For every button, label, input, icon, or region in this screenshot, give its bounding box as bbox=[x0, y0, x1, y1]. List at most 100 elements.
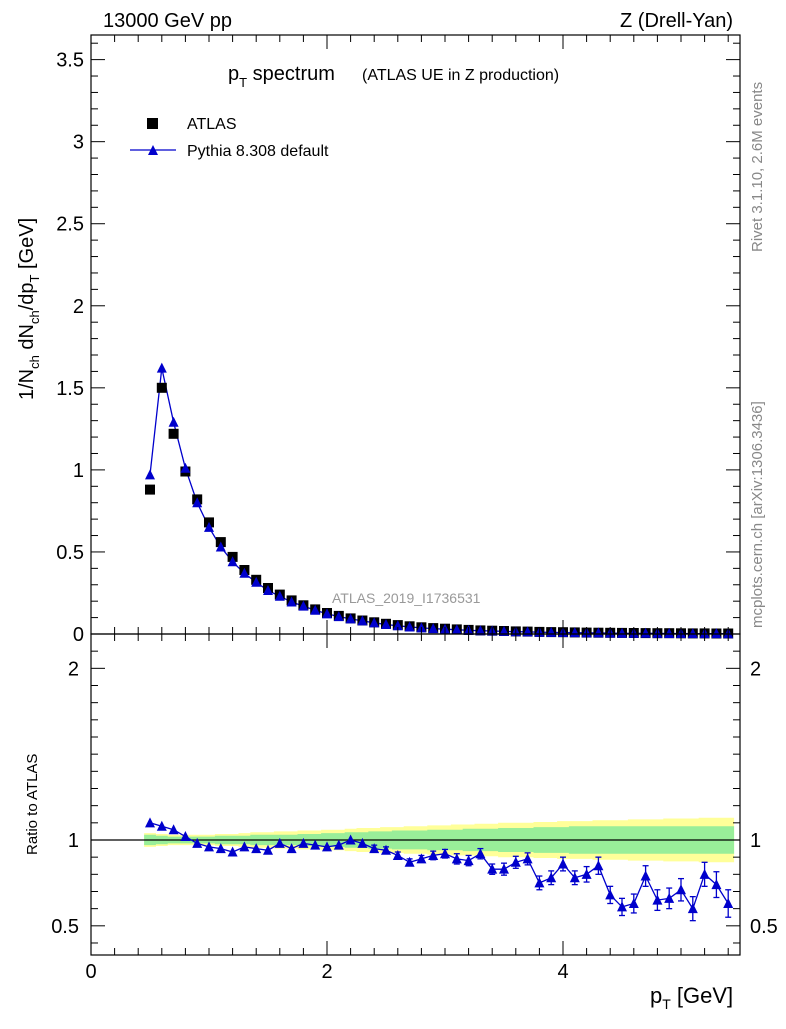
main-y-tick-label: 2 bbox=[73, 296, 84, 318]
ratio-mc-point bbox=[510, 856, 521, 867]
ratio-mc-point bbox=[652, 894, 663, 905]
main-mc-point bbox=[640, 627, 651, 638]
ratio-mc-point bbox=[499, 863, 509, 874]
main-data-point bbox=[145, 484, 155, 495]
legend: ATLAS Pythia 8.308 default bbox=[130, 116, 329, 160]
ratio-mc-point bbox=[274, 837, 285, 848]
ratio-mc-point bbox=[227, 846, 238, 857]
main-data-point bbox=[156, 382, 167, 393]
ratio-mc-point bbox=[451, 853, 462, 864]
main-mc-point bbox=[357, 615, 368, 626]
ratio-mc-point bbox=[310, 839, 321, 850]
ratio-mc-point bbox=[381, 844, 391, 855]
main-mc-point bbox=[298, 600, 309, 611]
ratio-panel: 0 2 4 0.5 0.5 1 1 2 2 bbox=[51, 633, 778, 983]
main-mc-point bbox=[145, 469, 155, 480]
main-mc-point bbox=[156, 362, 167, 373]
main-ylabel-d: ch bbox=[27, 310, 42, 324]
main-mc-point bbox=[263, 585, 273, 596]
main-data-point bbox=[168, 428, 179, 439]
analysis-tag: ATLAS_2019_I1736531 bbox=[332, 590, 481, 606]
main-mc-point bbox=[286, 596, 297, 607]
ratio-y-tick-label-right: 2 bbox=[750, 658, 761, 680]
ratio-mc-point bbox=[298, 837, 309, 848]
x-axis-label: pT [GeV] bbox=[650, 983, 733, 1012]
ratio-mc-point bbox=[392, 849, 403, 860]
ratio-mc-point bbox=[286, 843, 297, 854]
legend-pythia-marker bbox=[148, 145, 158, 155]
main-mc-point bbox=[204, 521, 214, 532]
main-ylabel: 1/Nch dNch/dpT [GeV] bbox=[16, 218, 42, 400]
x-tick-label: 2 bbox=[321, 961, 332, 983]
main-y-tick-label: 0 bbox=[73, 624, 84, 646]
ratio-y-tick-label-right: 1 bbox=[750, 830, 761, 852]
ratio-mc-point bbox=[569, 872, 580, 883]
ratio-mc-point bbox=[263, 844, 273, 855]
main-mc-point bbox=[404, 621, 415, 632]
ratio-mc-point bbox=[156, 820, 167, 831]
main-title-rest: spectrum bbox=[247, 63, 335, 85]
main-mc-point bbox=[192, 497, 203, 508]
ratio-mc-point bbox=[534, 877, 545, 888]
main-title-p: p bbox=[228, 63, 239, 85]
ratio-mc-point bbox=[546, 872, 557, 883]
main-mc-point bbox=[251, 576, 262, 587]
ratio-mc-point bbox=[687, 903, 698, 914]
ratio-mc-point bbox=[475, 848, 486, 859]
main-mc-point bbox=[664, 628, 675, 639]
main-mc-point bbox=[593, 627, 604, 638]
ratio-ylabel: Ratio to ATLAS bbox=[24, 754, 41, 855]
ratio-mc-point bbox=[617, 901, 627, 912]
legend-pythia-label: Pythia 8.308 default bbox=[187, 143, 329, 160]
x-axis-label-p: p bbox=[650, 983, 662, 1008]
legend-atlas-marker bbox=[147, 118, 158, 129]
main-mc-point bbox=[451, 624, 462, 635]
ratio-mc-point bbox=[676, 884, 686, 895]
ratio-mc-point bbox=[723, 898, 734, 909]
main-title: pT spectrum bbox=[228, 63, 335, 90]
main-title-note: (ATLAS UE in Z production) bbox=[362, 67, 559, 84]
ratio-mc-point bbox=[145, 817, 155, 828]
ratio-mc-point bbox=[711, 879, 722, 890]
ratio-mc-point bbox=[322, 841, 332, 852]
main-mc-point bbox=[274, 590, 285, 601]
main-mc-point bbox=[333, 611, 344, 622]
main-mc-point bbox=[569, 627, 580, 638]
main-mc-point bbox=[381, 618, 391, 629]
main-mc-point bbox=[711, 628, 722, 639]
ratio-mc-point bbox=[628, 898, 639, 909]
ratio-mc-point bbox=[522, 853, 533, 864]
x-axis-label-rest: [GeV] bbox=[671, 983, 733, 1008]
main-mc-point bbox=[168, 416, 179, 427]
ratio-mc-point bbox=[345, 834, 356, 845]
ratio-y-tick-label-left: 1 bbox=[68, 830, 79, 852]
main-mc-point bbox=[345, 613, 356, 624]
ratio-mc-point bbox=[699, 868, 710, 879]
ratio-mc-point bbox=[605, 889, 616, 900]
ratio-mc-point bbox=[251, 843, 262, 854]
ratio-mc-point bbox=[581, 868, 592, 879]
ratio-mc-point bbox=[487, 863, 498, 874]
ratio-mc-point bbox=[192, 837, 203, 848]
main-mc-point bbox=[215, 541, 226, 552]
main-mc-point bbox=[227, 556, 238, 567]
main-mc-point bbox=[617, 627, 627, 638]
main-mc-point bbox=[310, 604, 321, 615]
main-ylabel-a: 1/N bbox=[16, 369, 38, 400]
main-y-tick-label: 1 bbox=[73, 460, 84, 482]
main-y-tick-label: 1.5 bbox=[56, 378, 84, 400]
main-mc-point bbox=[428, 623, 439, 634]
main-y-tick-label: 3.5 bbox=[56, 50, 84, 72]
main-y-tick-label: 3 bbox=[73, 132, 84, 154]
ratio-mc-point bbox=[369, 843, 380, 854]
ratio-mc-point bbox=[416, 853, 427, 864]
main-ylabel-b: ch bbox=[27, 355, 42, 369]
legend-atlas-label: ATLAS bbox=[187, 116, 237, 133]
x-axis-label-sub: T bbox=[662, 996, 671, 1012]
ratio-mc-point bbox=[463, 855, 474, 866]
ratio-mc-point bbox=[640, 870, 651, 881]
ratio-mc-point bbox=[180, 831, 191, 842]
ratio-mc-point bbox=[664, 892, 675, 903]
main-mc-point bbox=[369, 617, 380, 628]
main-ylabel-c: dN bbox=[16, 324, 38, 355]
